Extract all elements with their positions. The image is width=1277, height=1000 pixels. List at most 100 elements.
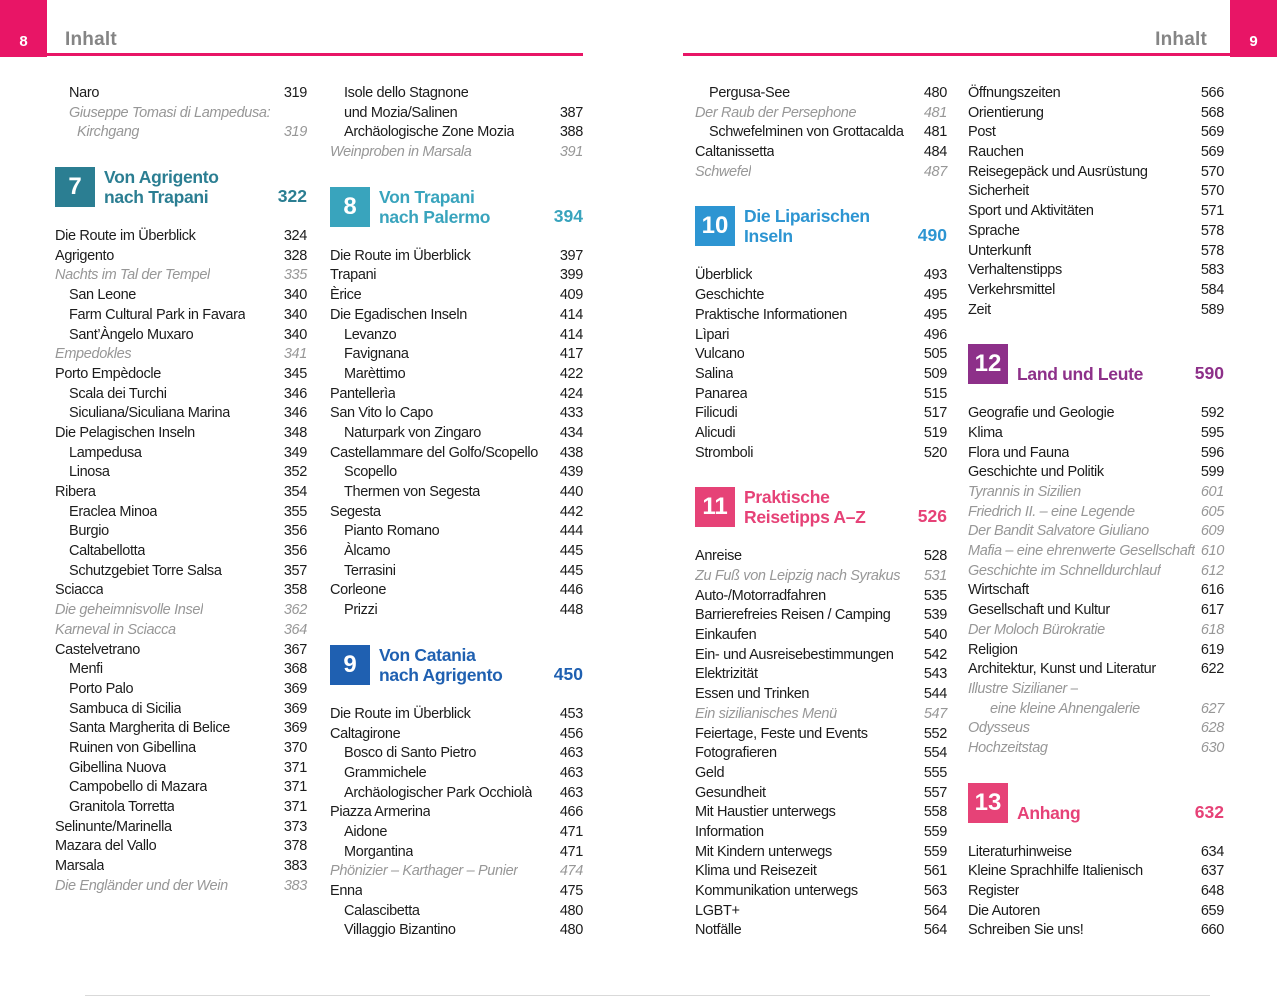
- toc-entry[interactable]: Gesellschaft und Kultur 617: [968, 601, 1224, 621]
- toc-entry[interactable]: Aidone 471: [330, 823, 583, 843]
- toc-entry[interactable]: Farm Cultural Park in Favara 340: [55, 306, 307, 326]
- toc-entry[interactable]: Mit Haustier unterwegs 558: [695, 803, 947, 823]
- toc-entry[interactable]: Filicudi 517: [695, 404, 947, 424]
- toc-entry[interactable]: Alicudi 519: [695, 424, 947, 444]
- toc-entry[interactable]: Segesta 442: [330, 503, 583, 523]
- toc-entry[interactable]: Porto Empèdocle 345: [55, 365, 307, 385]
- toc-entry[interactable]: Castellammare del Golfo/Scopello 438: [330, 444, 583, 464]
- toc-entry[interactable]: Pianto Romano 444: [330, 522, 583, 542]
- toc-entry[interactable]: Menfi 368: [55, 660, 307, 680]
- toc-entry[interactable]: Unterkunft 578: [968, 242, 1224, 262]
- toc-entry[interactable]: Die Egadischen Inseln 414: [330, 306, 583, 326]
- toc-entry[interactable]: Tyrannis in Sizilien 601: [968, 483, 1224, 503]
- toc-entry[interactable]: Elektrizität 543: [695, 665, 947, 685]
- toc-entry[interactable]: Die Route im Überblick 397: [330, 247, 583, 267]
- toc-entry[interactable]: Mazara del Vallo 378: [55, 837, 307, 857]
- toc-entry[interactable]: Linosa 352: [55, 463, 307, 483]
- toc-entry[interactable]: Information 559: [695, 823, 947, 843]
- toc-entry[interactable]: Der Bandit Salvatore Giuliano 609: [968, 522, 1224, 542]
- toc-entry[interactable]: Schreiben Sie uns! 660: [968, 921, 1224, 941]
- toc-entry[interactable]: Geografie und Geologie 592: [968, 404, 1224, 424]
- toc-entry[interactable]: Favignana 417: [330, 345, 583, 365]
- toc-entry[interactable]: Weinproben in Marsala 391: [330, 143, 583, 163]
- toc-entry[interactable]: Grammichele 463: [330, 764, 583, 784]
- toc-entry[interactable]: Porto Palo 369: [55, 680, 307, 700]
- toc-entry[interactable]: San Leone 340: [55, 286, 307, 306]
- toc-entry[interactable]: Die Route im Überblick 453: [330, 705, 583, 725]
- toc-entry[interactable]: Vulcano 505: [695, 345, 947, 365]
- toc-entry[interactable]: Schutzgebiet Torre Salsa 357: [55, 562, 307, 582]
- toc-entry[interactable]: Trapani 399: [330, 266, 583, 286]
- toc-entry[interactable]: Reisegepäck und Ausrüstung 570: [968, 163, 1224, 183]
- toc-entry[interactable]: Sant’Àngelo Muxaro 340: [55, 326, 307, 346]
- chapter-12-heading[interactable]: 12 Land und Leute 590: [968, 344, 1224, 385]
- toc-entry[interactable]: Ein- und Ausreisebestimmungen 542: [695, 646, 947, 666]
- toc-entry[interactable]: Isole dello Stagnone: [330, 84, 583, 104]
- toc-entry[interactable]: Wirtschaft 616: [968, 581, 1224, 601]
- toc-entry[interactable]: Naturpark von Zingaro 434: [330, 424, 583, 444]
- toc-entry[interactable]: Zu Fuß von Leipzig nach Syrakus 531: [695, 567, 947, 587]
- toc-entry[interactable]: Geschichte im Schnelldurchlauf 612: [968, 562, 1224, 582]
- toc-entry[interactable]: Geld 555: [695, 764, 947, 784]
- toc-entry[interactable]: Illustre Sizilianer –: [968, 680, 1224, 700]
- toc-entry[interactable]: Castelvetrano 367: [55, 641, 307, 661]
- toc-entry[interactable]: Pantellerìa 424: [330, 385, 583, 405]
- toc-entry[interactable]: Archäologische Zone Mozia 388: [330, 123, 583, 143]
- toc-entry[interactable]: Scopello 439: [330, 463, 583, 483]
- toc-entry[interactable]: Thermen von Segesta 440: [330, 483, 583, 503]
- toc-entry[interactable]: Gesundheit 557: [695, 784, 947, 804]
- toc-entry[interactable]: Sport und Aktivitäten 571: [968, 202, 1224, 222]
- chapter-11-heading[interactable]: 11 Praktische Reisetipps A–Z 526: [695, 487, 947, 528]
- toc-entry[interactable]: Sprache 578: [968, 222, 1224, 242]
- toc-entry[interactable]: Caltabellotta 356: [55, 542, 307, 562]
- toc-entry[interactable]: Die Autoren 659: [968, 902, 1224, 922]
- toc-entry[interactable]: Verkehrsmittel 584: [968, 281, 1224, 301]
- chapter-9-heading[interactable]: 9 Von Catania nach Agrigento 450: [330, 644, 583, 685]
- toc-entry[interactable]: Der Moloch Bürokratie 618: [968, 621, 1224, 641]
- toc-entry[interactable]: Friedrich II. – eine Legende 605: [968, 503, 1224, 523]
- toc-entry[interactable]: Sicherheit 570: [968, 182, 1224, 202]
- toc-entry[interactable]: Phönizier – Karthager – Punier 474: [330, 862, 583, 882]
- toc-entry[interactable]: Scala dei Turchi 346: [55, 385, 307, 405]
- toc-entry[interactable]: Siculiana/Siculiana Marina 346: [55, 404, 307, 424]
- toc-entry[interactable]: Enna 475: [330, 882, 583, 902]
- toc-entry[interactable]: Post 569: [968, 123, 1224, 143]
- toc-entry[interactable]: Fotografieren 554: [695, 744, 947, 764]
- toc-entry[interactable]: Ein sizilianisches Menü 547: [695, 705, 947, 725]
- toc-entry[interactable]: Campobello di Mazara 371: [55, 778, 307, 798]
- toc-entry[interactable]: Die Route im Überblick 324: [55, 227, 307, 247]
- toc-entry[interactable]: Einkaufen 540: [695, 626, 947, 646]
- toc-entry[interactable]: Praktische Informationen 495: [695, 306, 947, 326]
- toc-entry[interactable]: Burgio 356: [55, 522, 307, 542]
- toc-entry[interactable]: Terrasini 445: [330, 562, 583, 582]
- toc-entry[interactable]: Pergusa-See 480: [695, 84, 947, 104]
- chapter-8-heading[interactable]: 8 Von Trapani nach Palermo 394: [330, 186, 583, 227]
- chapter-7-heading[interactable]: 7 Von Agrigento nach Trapani 322: [55, 167, 307, 208]
- toc-entry[interactable]: Barrierefreies Reisen / Camping 539: [695, 606, 947, 626]
- toc-entry[interactable]: Marèttimo 422: [330, 365, 583, 385]
- toc-entry[interactable]: Odysseus 628: [968, 719, 1224, 739]
- toc-entry[interactable]: Sambuca di Sicilia 369: [55, 700, 307, 720]
- toc-entry[interactable]: Lampedusa 349: [55, 444, 307, 464]
- toc-entry[interactable]: Ruinen von Gibellina 370: [55, 739, 307, 759]
- toc-entry[interactable]: Giuseppe Tomasi di Lampedusa:: [55, 104, 307, 124]
- toc-entry[interactable]: Eraclea Minoa 355: [55, 503, 307, 523]
- toc-entry[interactable]: Salina 509: [695, 365, 947, 385]
- toc-entry[interactable]: Villaggio Bizantino 480: [330, 921, 583, 941]
- toc-entry[interactable]: Überblick 493: [695, 266, 947, 286]
- toc-entry[interactable]: Bosco di Santo Pietro 463: [330, 744, 583, 764]
- toc-entry[interactable]: Granitola Torretta 371: [55, 798, 307, 818]
- toc-entry[interactable]: Gibellina Nuova 371: [55, 759, 307, 779]
- toc-entry[interactable]: eine kleine Ahnengalerie 627: [968, 700, 1224, 720]
- toc-entry[interactable]: Die geheimnisvolle Insel 362: [55, 601, 307, 621]
- toc-entry[interactable]: Klima 595: [968, 424, 1224, 444]
- toc-entry[interactable]: Schwefelminen von Grottacalda 481: [695, 123, 947, 143]
- toc-entry[interactable]: Caltanissetta 484: [695, 143, 947, 163]
- toc-entry[interactable]: Kleine Sprachhilfe Italienisch 637: [968, 862, 1224, 882]
- toc-entry[interactable]: Agrigento 328: [55, 247, 307, 267]
- toc-entry[interactable]: Essen und Trinken 544: [695, 685, 947, 705]
- toc-entry[interactable]: LGBT+ 564: [695, 902, 947, 922]
- toc-entry[interactable]: Religion 619: [968, 641, 1224, 661]
- toc-entry[interactable]: Verhaltenstipps 583: [968, 261, 1224, 281]
- toc-entry[interactable]: Lìpari 496: [695, 326, 947, 346]
